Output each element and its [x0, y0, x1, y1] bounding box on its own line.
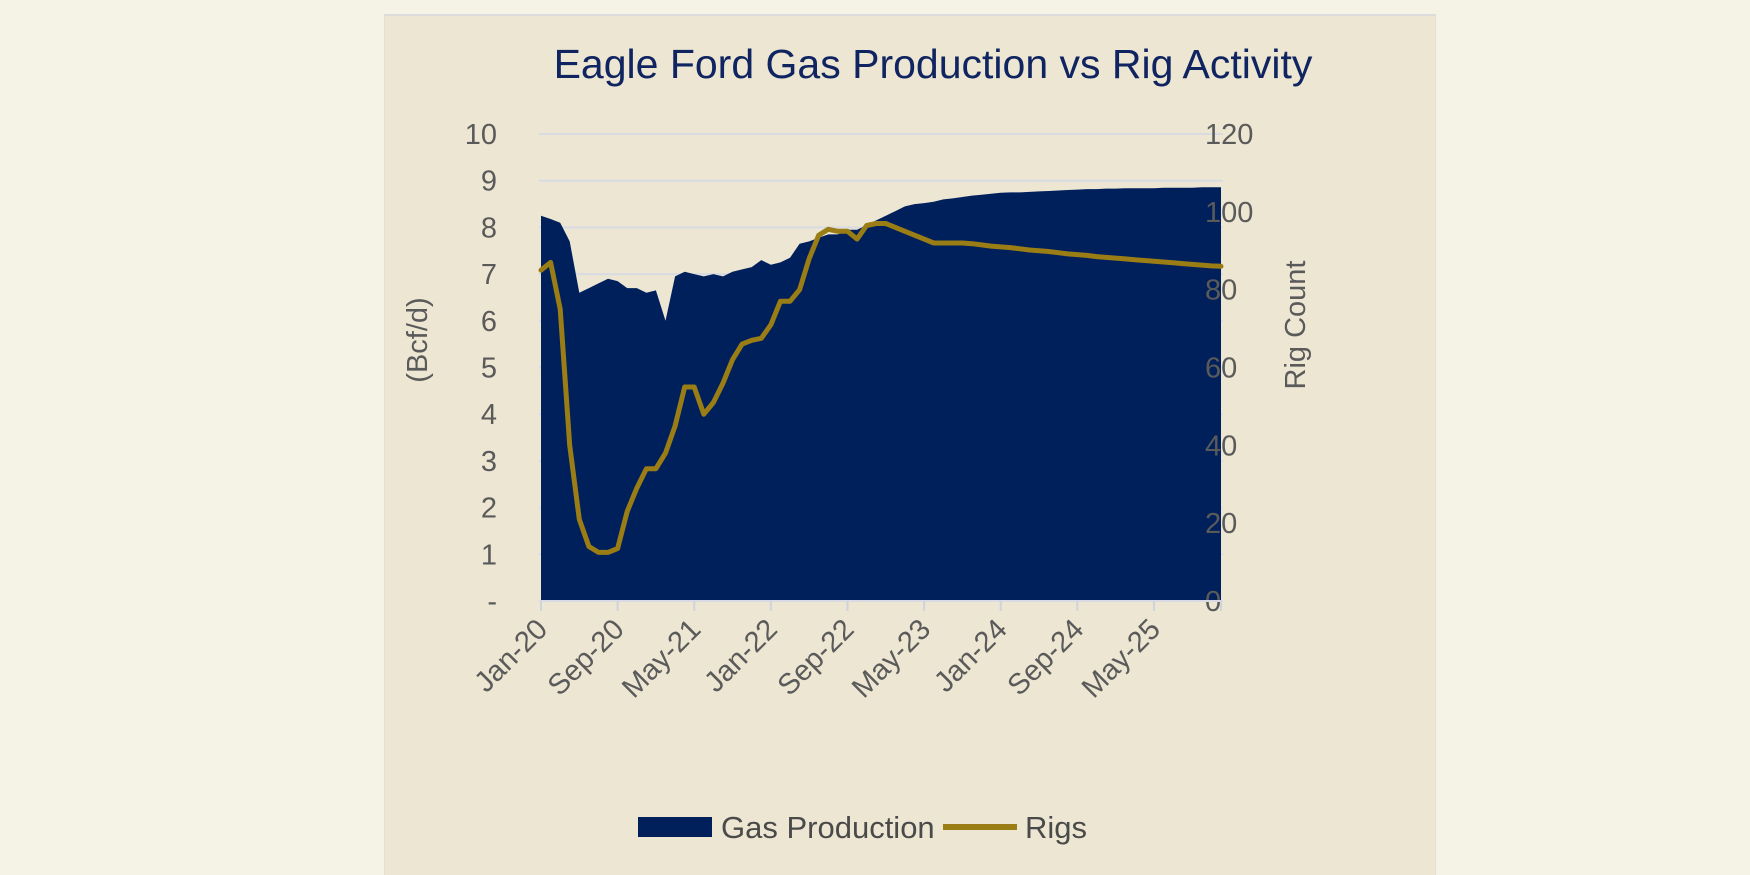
y-right-tick-label: 120: [1205, 119, 1253, 151]
y-left-tick-label: 2: [481, 493, 497, 525]
rigs-line-layer: [538, 221, 1224, 555]
y-left-tick-label: 6: [481, 306, 497, 338]
x-tick-label: Sep-22: [772, 613, 861, 702]
y-left-tick-label: 3: [481, 446, 497, 478]
y-right-tick-label: 20: [1205, 508, 1237, 540]
y-left-tick-label: 9: [481, 166, 497, 198]
legend-label-rigs: Rigs: [1025, 810, 1087, 845]
x-tick-label: Jan-22: [698, 613, 783, 698]
x-tick-label: Jan-20: [469, 613, 554, 698]
chart-title: Eagle Ford Gas Production vs Rig Activit…: [554, 41, 1313, 87]
rigs-line: [538, 221, 1224, 555]
y-left-tick-label: 10: [465, 119, 497, 151]
y-left-tick-label: 7: [481, 259, 497, 291]
chart-panel: Eagle Ford Gas Production vs Rig Activit…: [384, 14, 1436, 875]
y-left-tick-label: -: [487, 586, 497, 618]
y-right-tick-label: 100: [1205, 197, 1253, 229]
legend-swatch-gas-production: [638, 817, 712, 837]
legend: Gas Production Rigs: [638, 810, 1087, 845]
legend-label-gas-production: Gas Production: [721, 810, 935, 845]
y-right-tick-label: 80: [1205, 275, 1237, 307]
y-right-tick-label: 60: [1205, 353, 1237, 385]
y-left-tick-label: 8: [481, 212, 497, 244]
y-right-tick-label: 40: [1205, 430, 1237, 462]
chart-canvas: Eagle Ford Gas Production vs Rig Activit…: [402, 41, 1313, 845]
y-right-axis-title: Rig Count: [1280, 261, 1312, 390]
x-tick-label: Sep-24: [1002, 613, 1091, 702]
x-tick-label: Jan-24: [928, 613, 1013, 698]
x-tick-label: May-23: [846, 613, 937, 704]
y-left-axis-title: (Bcf/d): [402, 297, 434, 382]
y-left-tick-label: 5: [481, 353, 497, 385]
x-tick-label: Sep-20: [542, 613, 631, 702]
y-left-tick-label: 1: [481, 539, 497, 571]
y-left-tick-label: 4: [481, 399, 497, 431]
gas-production-area-layer: [541, 187, 1221, 601]
x-tick-label: May-25: [1076, 613, 1167, 704]
gas-production-area: [541, 187, 1221, 601]
x-tick-label: May-21: [616, 613, 707, 704]
